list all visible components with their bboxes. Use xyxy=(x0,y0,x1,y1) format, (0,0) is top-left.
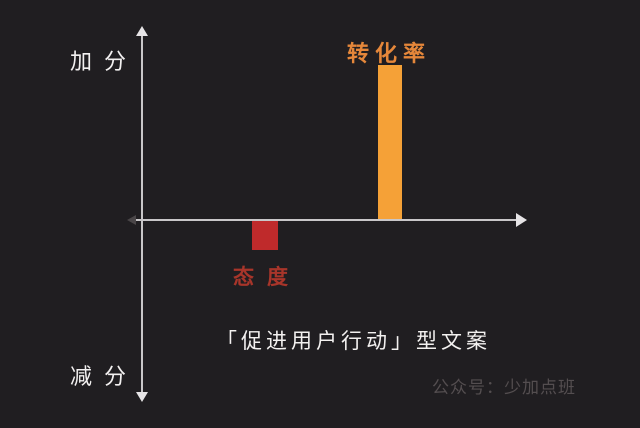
y-axis-up-arrow-icon xyxy=(136,26,148,36)
x-axis-left-arrow-icon xyxy=(127,215,136,225)
bar-conversion xyxy=(378,64,402,219)
bar-attitude xyxy=(252,221,278,250)
x-axis-right-arrow-icon xyxy=(516,213,527,227)
x-axis xyxy=(135,219,517,221)
bar-label-attitude: 态度 xyxy=(233,266,301,289)
y-axis-top-label: 加分 xyxy=(70,49,139,74)
bar-label-conversion: 转化率 xyxy=(347,41,432,66)
y-axis-bottom-label: 减分 xyxy=(70,364,139,389)
watermark: 公众号：少加点班 xyxy=(432,378,576,397)
y-axis-down-arrow-icon xyxy=(136,392,148,402)
y-axis xyxy=(141,34,143,394)
chart-title: 「促进用户行动」型文案 xyxy=(216,330,491,353)
